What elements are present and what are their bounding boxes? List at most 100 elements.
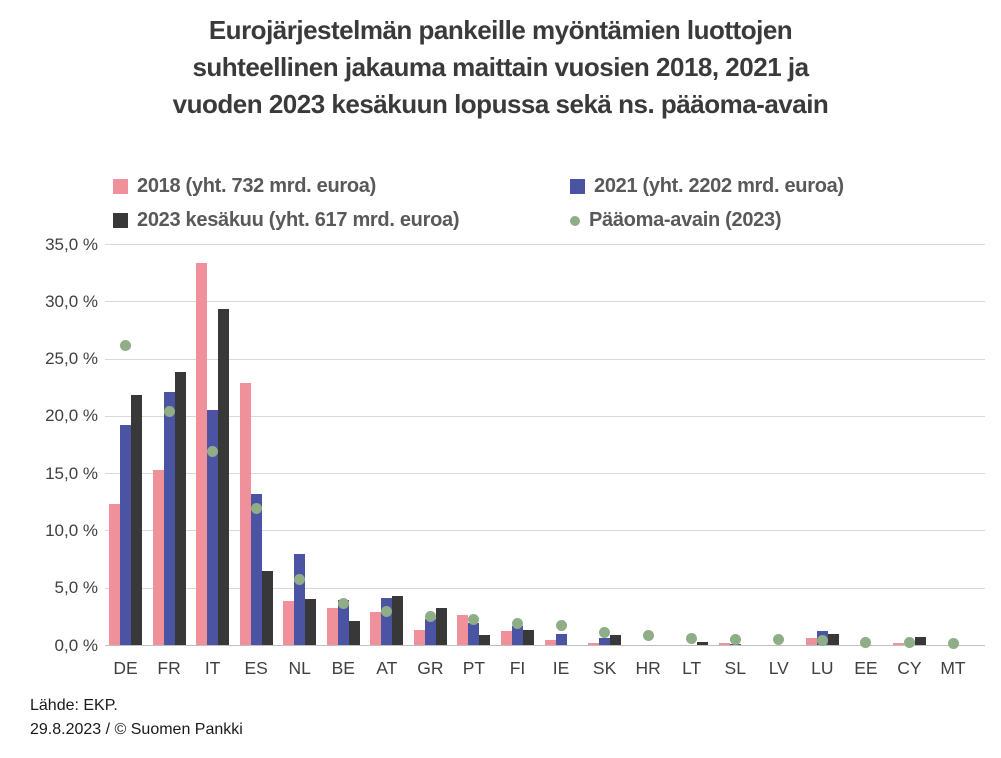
source-note: Lähde: EKP.: [30, 697, 118, 714]
legend-label-2021: 2021 (yht. 2202 mrd. euroa): [594, 175, 844, 197]
bar-2018-FI: [500, 631, 512, 645]
capital-key-dot-GR: [424, 610, 436, 622]
bar-2018-GR: [413, 630, 425, 645]
x-axis-label-GR: GR: [417, 658, 444, 678]
chart-title-line-3: vuoden 2023 kesäkuun lopussa sekä ns. pä…: [172, 89, 829, 119]
legend-swatch-2018-icon: [113, 179, 128, 194]
y-tick-label: 10,0 %: [45, 520, 98, 540]
y-tick-label: 0,0 %: [54, 635, 98, 655]
y-tick-label: 35,0 %: [45, 234, 98, 254]
capital-key-dot-PT: [468, 614, 480, 626]
bar-2018-IE: [544, 640, 556, 645]
x-axis-label-MT: MT: [940, 658, 966, 678]
legend-item-2018: 2018 (yht. 732 mrd. euroa): [113, 170, 570, 203]
bar-2021-FR: [163, 391, 175, 645]
bar-2021-AT: [381, 598, 393, 645]
legend-item-2023: 2023 kesäkuu (yht. 617 mrd. euroa): [113, 204, 570, 237]
capital-key-dot-DE: [120, 340, 131, 352]
legend-item-2021: 2021 (yht. 2202 mrd. euroa): [570, 170, 973, 203]
bar-2018-NL: [283, 601, 295, 645]
capital-key-dot-CY: [903, 637, 915, 649]
bar-2018-LU: [805, 638, 817, 645]
legend-swatch-2023-icon: [113, 213, 128, 228]
legend-label-2018: 2018 (yht. 732 mrd. euroa): [137, 175, 376, 197]
bar-2018-SK: [588, 642, 600, 645]
capital-key-dot-NL: [294, 574, 306, 586]
gridline: [105, 587, 985, 589]
bar-2021-SK: [599, 638, 611, 645]
capital-key-dot-AT: [381, 606, 393, 618]
capital-key-dot-IT: [207, 445, 219, 457]
x-axis-line: [105, 645, 985, 646]
gridline: [105, 301, 985, 303]
capital-key-dot-LU: [816, 635, 828, 647]
bar-2023-FI: [522, 630, 534, 645]
y-tick-label: 30,0 %: [45, 291, 98, 311]
capital-key-dot-LV: [773, 634, 785, 646]
bar-2021-BE: [337, 600, 349, 645]
bar-2023-BE: [348, 620, 360, 645]
x-axis-label-SK: SK: [592, 658, 617, 678]
x-axis-label-IE: IE: [552, 658, 570, 678]
bar-2021-ES: [250, 493, 262, 645]
x-axis-label-DE: DE: [113, 658, 138, 678]
x-axis-label-LU: LU: [811, 658, 834, 678]
capital-key-dot-HR: [642, 629, 654, 641]
chart-title-line-2: suhteellinen jakauma maittain vuosien 20…: [192, 52, 809, 82]
bar-2023-AT: [392, 595, 404, 645]
chart-legend: 2018 (yht. 732 mrd. euroa) 2021 (yht. 22…: [113, 170, 973, 237]
bar-2018-AT: [370, 611, 382, 645]
x-axis-label-LV: LV: [768, 658, 789, 678]
bar-2018-BE: [326, 608, 338, 645]
legend-swatch-2021-icon: [570, 179, 585, 194]
x-axis-label-PT: PT: [462, 658, 486, 678]
bar-2023-CY: [914, 636, 926, 645]
bar-2018-ES: [239, 382, 251, 645]
x-axis-label-SL: SL: [724, 658, 746, 678]
y-tick-label: 25,0 %: [45, 349, 98, 369]
bar-2021-GR: [424, 618, 436, 645]
chart-title-line-1: Eurojärjestelmän pankeille myöntämien lu…: [208, 15, 793, 45]
legend-label-2023: 2023 kesäkuu (yht. 617 mrd. euroa): [137, 209, 460, 231]
x-axis-label-AT: AT: [376, 658, 398, 678]
capital-key-dot-ES: [250, 503, 262, 515]
bar-2023-DE: [131, 395, 142, 645]
capital-key-dot-FR: [163, 405, 175, 417]
bar-2023-GR: [435, 608, 447, 645]
bar-2021-DE: [120, 425, 131, 645]
x-axis-label-BE: BE: [331, 658, 355, 678]
y-tick-label: 20,0 %: [45, 406, 98, 426]
gridline: [105, 244, 985, 245]
bar-2023-PT: [479, 635, 491, 645]
bar-2018-SL: [718, 643, 730, 645]
capital-key-dot-IE: [555, 620, 567, 632]
bar-2023-IT: [218, 309, 230, 645]
x-axis-label-IT: IT: [204, 658, 221, 678]
y-tick-label: 15,0 %: [45, 463, 98, 483]
capital-key-dot-BE: [337, 598, 349, 610]
x-axis-label-NL: NL: [288, 658, 311, 678]
x-axis-label-FI: FI: [509, 658, 526, 678]
bar-2018-DE: [109, 504, 120, 645]
capital-key-dot-EE: [860, 636, 872, 648]
x-axis-label-EE: EE: [854, 658, 878, 678]
capital-key-dot-SK: [599, 626, 611, 638]
gridline: [105, 530, 985, 532]
bar-2023-LT: [697, 641, 709, 645]
capital-key-dot-FI: [511, 617, 523, 629]
x-axis-label-FR: FR: [157, 658, 181, 678]
bar-2023-ES: [261, 570, 273, 645]
bar-2021-PT: [468, 623, 480, 645]
legend-dot-capital-key-icon: [570, 215, 580, 226]
bar-2021-IE: [555, 633, 567, 645]
bar-2021-IT: [207, 410, 219, 645]
bar-2023-LU: [827, 633, 839, 645]
legend-item-capital-key: Pääoma-avain (2023): [570, 204, 973, 237]
chart-title: Eurojärjestelmän pankeille myöntämien lu…: [0, 12, 1001, 123]
gridline: [105, 358, 985, 360]
x-axis-label-ES: ES: [244, 658, 268, 678]
bar-2023-NL: [305, 599, 317, 645]
capital-key-dot-SL: [729, 633, 741, 645]
legend-label-capital-key: Pääoma-avain (2023): [589, 209, 782, 231]
bar-2018-CY: [892, 642, 904, 645]
